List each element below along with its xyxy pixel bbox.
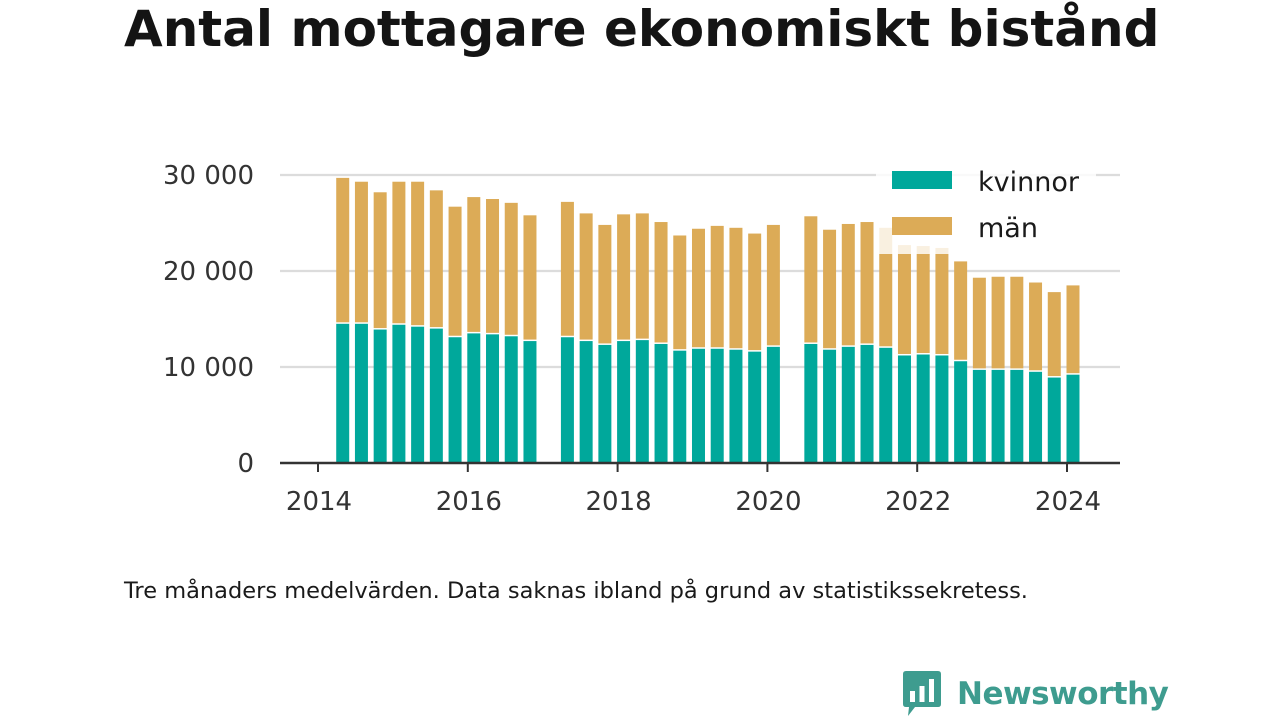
bar-kvinnor [916, 354, 930, 463]
bar-man [991, 276, 1005, 369]
bar-kvinnor [579, 341, 593, 463]
bar-kvinnor [654, 343, 668, 463]
bar-man [1047, 292, 1061, 377]
bar-man [635, 213, 649, 339]
bar-kvinnor [748, 351, 762, 463]
bar-man [486, 199, 500, 333]
axes: 0 10 000 20 000 30 000 2014 2016 2018 2020 2022 2… [163, 161, 1120, 517]
bar-man [897, 245, 911, 354]
bar-man [691, 228, 705, 348]
y-tick-label: 20 000 [163, 257, 254, 287]
bar-man [841, 223, 855, 346]
footnote: Tre månaders medelvärden. Data saknas ib… [124, 578, 1028, 604]
bar-kvinnor [392, 324, 406, 463]
bar-kvinnor [1029, 371, 1043, 463]
bar-man [392, 181, 406, 324]
bar-man [598, 224, 612, 344]
bar-kvinnor [504, 336, 518, 463]
bar-man [336, 177, 350, 323]
bar-kvinnor [560, 337, 574, 463]
bar-man [579, 213, 593, 340]
y-tick-label: 30 000 [163, 161, 254, 191]
bar-man [1066, 285, 1080, 374]
logo-text: Newsworthy [957, 676, 1169, 712]
bar-kvinnor [673, 350, 687, 463]
bar-kvinnor [598, 344, 612, 463]
bar-man [729, 227, 743, 349]
bar-man [748, 233, 762, 351]
bar-kvinnor [373, 329, 387, 463]
bar-kvinnor [429, 328, 443, 463]
y-tick-label: 10 000 [163, 353, 254, 383]
bar-kvinnor [804, 343, 818, 463]
bar-man [373, 192, 387, 329]
bar-kvinnor [486, 334, 500, 463]
x-tick-label: 2018 [586, 487, 652, 517]
bar-man [523, 215, 537, 340]
x-tick-label: 2014 [286, 487, 352, 517]
bar-man [504, 202, 518, 335]
bar-kvinnor [897, 355, 911, 463]
bar-man [766, 224, 780, 346]
stacked-bar-chart: 0 10 000 20 000 30 000 2014 2016 2018 2020 2022 2… [163, 160, 1120, 517]
bar-man [448, 206, 462, 336]
bar-man [860, 222, 874, 344]
y-tick-label: 0 [237, 449, 254, 479]
bar-kvinnor [1066, 374, 1080, 463]
bar-man [935, 247, 949, 354]
bar-man [411, 181, 425, 326]
bar-kvinnor [991, 369, 1005, 463]
bar-kvinnor [1010, 369, 1024, 463]
bar-man [429, 190, 443, 328]
legend-label-man: män [978, 213, 1038, 244]
newsworthy-chart-bubble-icon [903, 671, 941, 716]
bar-kvinnor [354, 323, 368, 463]
bar-man [354, 181, 368, 323]
bar-man [972, 277, 986, 369]
x-tick-label: 2020 [735, 487, 801, 517]
bar-man [916, 246, 930, 354]
x-tick-label: 2022 [885, 487, 951, 517]
bar-kvinnor [935, 355, 949, 463]
bar-kvinnor [954, 361, 968, 463]
bar-kvinnor [841, 346, 855, 463]
bar-man [954, 261, 968, 360]
newsworthy-logo[interactable]: Newsworthy [901, 669, 1169, 719]
bar-kvinnor [860, 344, 874, 463]
bar-kvinnor [972, 369, 986, 463]
bar-man [654, 222, 668, 343]
bar-kvinnor [336, 323, 350, 463]
bar-kvinnor [467, 333, 481, 463]
bar-kvinnor [879, 347, 893, 463]
x-tick-label: 2024 [1035, 487, 1101, 517]
bar-kvinnor [635, 340, 649, 463]
bar-man [673, 235, 687, 350]
bar-man [823, 229, 837, 349]
x-tick-label: 2016 [436, 487, 502, 517]
bar-man [710, 225, 724, 348]
bar-kvinnor [411, 326, 425, 463]
bars [336, 177, 1080, 463]
legend-swatch-kvinnor [892, 171, 952, 189]
bar-kvinnor [1047, 377, 1061, 463]
bar-kvinnor [523, 341, 537, 463]
bar-man [1029, 282, 1043, 371]
bar-man [879, 227, 893, 347]
bar-kvinnor [823, 349, 837, 463]
bar-man [467, 197, 481, 332]
bar-kvinnor [691, 348, 705, 463]
legend-label-kvinnor: kvinnor [978, 167, 1080, 198]
bar-kvinnor [729, 349, 743, 463]
bar-man [560, 201, 574, 336]
chart-title: Antal mottagare ekonomiskt bistånd [124, 0, 1160, 58]
bar-kvinnor [766, 346, 780, 463]
bar-kvinnor [617, 341, 631, 463]
bar-man [804, 216, 818, 343]
legend-swatch-man [892, 217, 952, 235]
bar-man [1010, 276, 1024, 369]
legend: kvinnor män [876, 160, 1096, 254]
bar-kvinnor [448, 337, 462, 463]
bar-man [617, 214, 631, 340]
bar-kvinnor [710, 348, 724, 463]
